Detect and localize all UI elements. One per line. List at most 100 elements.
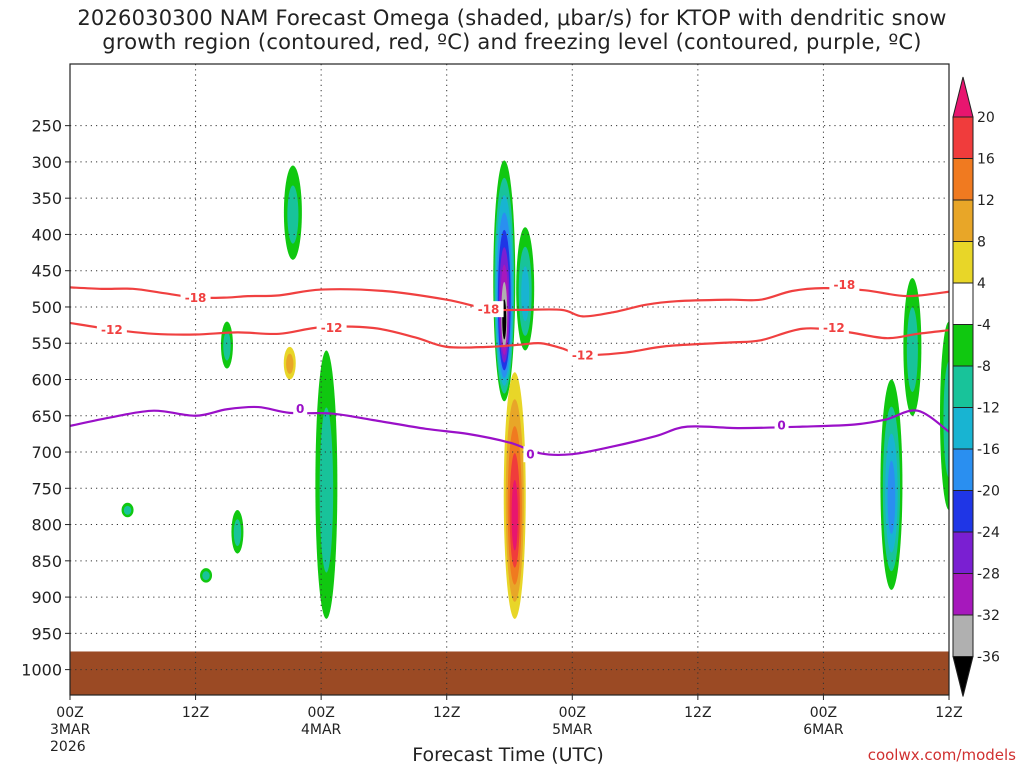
x-axis-label: Forecast Time (UTC) — [412, 744, 604, 766]
colorbar-box-12 — [952, 573, 974, 616]
y-tick-label-1000: 1000 — [21, 661, 62, 680]
x-tick-label-0-2: 2026 — [50, 739, 86, 755]
contour-label-bg-0-0 — [180, 289, 211, 306]
colorbar-box-9 — [952, 448, 974, 491]
credit-link[interactable]: coolwx.com/models — [867, 746, 1016, 764]
omega-region-7-level-2 — [521, 266, 530, 322]
colorbar-label-1: 16 — [977, 152, 995, 168]
y-tick-label-500: 500 — [31, 298, 62, 317]
y-axis-ticks: 250 300 350 400 450 500 550 600 650 700 750 800 850 9… — [21, 117, 70, 680]
colorbar-label-0: 20 — [977, 110, 995, 126]
x-tick-label-24-1: 4MAR — [301, 722, 342, 738]
contour-label-bg-1-2 — [567, 346, 598, 363]
x-tick-label-48-1: 5MAR — [552, 722, 593, 738]
contour-label-1-1: -12 — [321, 321, 343, 335]
colorbar-label-3: 8 — [977, 235, 986, 251]
omega-region-1-level-1 — [223, 331, 231, 361]
colorbar-box-13 — [952, 614, 974, 657]
contour-line-1 — [70, 321, 949, 357]
contour-line-2 — [70, 405, 949, 457]
y-tick-label-700: 700 — [31, 443, 62, 462]
contour-label-2-0: 0 — [296, 402, 304, 416]
y-tick-label-300: 300 — [31, 153, 62, 172]
omega-region-5-level-1 — [123, 505, 132, 515]
contour-label-1-3: -12 — [823, 321, 845, 335]
contour-label-0-0: -18 — [185, 291, 207, 305]
contour-label-2-1: 0 — [526, 448, 534, 462]
colorbar-box-5 — [952, 282, 974, 325]
contour-label-bg-1-1 — [316, 319, 347, 336]
contour-lines: -18 -18 -18 -12 -12 -12 -12 0 0 0 — [70, 276, 949, 463]
x-tick-label-72-0: 00Z — [810, 705, 837, 721]
colorbar-box-8 — [952, 407, 974, 450]
contour-label-1-0: -12 — [101, 323, 123, 337]
omega-region-9-level-1 — [286, 353, 294, 374]
colorbar-label-4: 4 — [977, 276, 986, 292]
omega-region-10-level-1 — [906, 307, 918, 393]
y-tick-label-900: 900 — [31, 588, 62, 607]
omega-region-12-level-1 — [943, 361, 949, 478]
x-tick-label-36-0: 12Z — [433, 705, 460, 721]
ground-fill — [70, 651, 949, 695]
x-tick-label-72-1: 6MAR — [803, 722, 844, 738]
colorbar-box-11 — [952, 531, 974, 574]
x-tick-label-12-0: 12Z — [182, 705, 209, 721]
contour-label-bg-2-2 — [774, 417, 789, 434]
colorbar-box-6 — [952, 324, 974, 367]
colorbar-label-12: -32 — [977, 608, 1000, 624]
colorbar: 20 16 12 8 4 -4 -8 -12 -16 -20 -24 -28 -32 -36 — [952, 76, 1000, 697]
colorbar-label-8: -16 — [977, 442, 1000, 458]
omega-region-3-level-1 — [233, 519, 242, 547]
colorbar-label-6: -8 — [977, 359, 991, 375]
colorbar-top-arrow — [952, 76, 974, 118]
contour-label-0-2: -18 — [834, 278, 856, 292]
gridlines — [70, 64, 949, 695]
contour-label-bg-1-0 — [96, 321, 127, 338]
y-tick-label-250: 250 — [31, 117, 62, 136]
omega-region-2-level-1 — [319, 407, 334, 573]
contour-label-bg-1-3 — [818, 319, 849, 336]
y-tick-label-400: 400 — [31, 225, 62, 244]
colorbar-label-11: -28 — [977, 567, 1000, 583]
colorbar-label-5: -4 — [977, 318, 991, 334]
colorbar-box-2 — [952, 158, 974, 201]
contour-label-bg-0-1 — [473, 301, 504, 318]
colorbar-box-1 — [952, 116, 974, 159]
colorbar-bottom-arrow — [952, 656, 974, 697]
contour-label-bg-0-2 — [829, 276, 860, 293]
omega-shading — [121, 160, 949, 619]
x-tick-label-48-0: 00Z — [559, 705, 586, 721]
x-tick-label-0-0: 00Z — [56, 705, 83, 721]
y-tick-label-950: 950 — [31, 624, 62, 643]
contour-label-1-2: -12 — [572, 348, 594, 362]
y-tick-label-350: 350 — [31, 189, 62, 208]
ground-layer — [70, 651, 949, 695]
colorbar-label-13: -36 — [977, 650, 1000, 666]
omega-region-0-level-1 — [287, 185, 299, 244]
y-tick-label-600: 600 — [31, 371, 62, 390]
y-tick-label-550: 550 — [31, 334, 62, 353]
y-tick-label-800: 800 — [31, 516, 62, 535]
contour-label-bg-2-1 — [523, 446, 538, 463]
omega-region-8-level-4 — [511, 480, 518, 551]
omega-region-4-level-1 — [202, 571, 210, 581]
colorbar-label-10: -24 — [977, 525, 1000, 541]
colorbar-box-10 — [952, 490, 974, 533]
colorbar-box-3 — [952, 199, 974, 242]
contour-label-0-1: -18 — [478, 303, 500, 317]
y-tick-label-650: 650 — [31, 407, 62, 426]
colorbar-label-2: 12 — [977, 193, 995, 209]
contour-label-bg-2-0 — [293, 400, 308, 417]
omega-region-11-level-3 — [887, 460, 896, 534]
x-tick-label-24-0: 00Z — [307, 705, 334, 721]
y-tick-label-750: 750 — [31, 479, 62, 498]
x-tick-label-60-0: 12Z — [684, 705, 711, 721]
x-tick-label-0-1: 3MAR — [50, 722, 91, 738]
colorbar-label-7: -12 — [977, 401, 1000, 417]
contour-label-2-2: 0 — [777, 419, 785, 433]
colorbar-label-9: -20 — [977, 484, 1000, 500]
colorbar-box-4 — [952, 241, 974, 284]
y-tick-label-850: 850 — [31, 552, 62, 571]
